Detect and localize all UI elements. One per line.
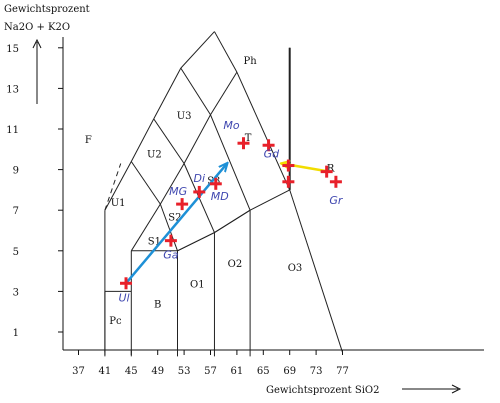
field-boundary bbox=[159, 163, 185, 205]
y-tick-label: 11 bbox=[6, 125, 19, 136]
sample-point bbox=[164, 234, 177, 247]
y-axis-title-line2: Na2O + K2O bbox=[4, 22, 70, 33]
sample-label: Ul bbox=[118, 291, 129, 304]
field-label: B bbox=[154, 300, 161, 311]
x-tick-label: 49 bbox=[151, 366, 164, 377]
x-tick-label: 61 bbox=[231, 366, 244, 377]
sample-label: Mo bbox=[223, 119, 239, 132]
field-boundary bbox=[159, 203, 178, 251]
trend-arrow bbox=[125, 164, 227, 285]
y-title-arrowhead bbox=[32, 38, 42, 49]
field-boundary bbox=[104, 161, 132, 211]
sample-point bbox=[329, 175, 342, 188]
y-tick-label: 9 bbox=[13, 166, 19, 177]
x-tick-label: 73 bbox=[310, 366, 323, 377]
sample-point bbox=[193, 185, 206, 198]
classification-fields bbox=[104, 31, 343, 357]
x-tick-label: 53 bbox=[178, 366, 191, 377]
field-boundary bbox=[177, 232, 215, 252]
field-boundary bbox=[130, 118, 155, 162]
field-label: S1 bbox=[148, 237, 161, 248]
field-boundary bbox=[180, 67, 211, 116]
field-label: U3 bbox=[177, 111, 192, 122]
field-boundary bbox=[214, 31, 238, 73]
x-tick-label: 65 bbox=[257, 366, 270, 377]
sample-label: MD bbox=[211, 190, 229, 203]
field-label: S3 bbox=[207, 176, 220, 187]
sample-point bbox=[320, 165, 333, 178]
sample-point bbox=[209, 177, 222, 190]
field-boundary bbox=[130, 203, 161, 252]
field-label: O1 bbox=[190, 279, 205, 290]
field-boundary bbox=[153, 118, 185, 164]
sample-label: Ga bbox=[163, 249, 179, 262]
field-label: O2 bbox=[228, 259, 243, 270]
x-axis-title: Gewichtsprozent SiO2 bbox=[266, 385, 380, 396]
x-tick-label: 69 bbox=[283, 366, 296, 377]
sample-point bbox=[262, 139, 275, 152]
field-label: T bbox=[245, 133, 252, 144]
x-title-arrowhead bbox=[451, 384, 462, 394]
field-boundary bbox=[214, 209, 251, 233]
field-boundary bbox=[153, 67, 182, 120]
y-tick-label: 15 bbox=[6, 44, 19, 55]
field-label: R bbox=[327, 164, 335, 175]
field-boundary bbox=[249, 189, 290, 211]
y-tick-label: 3 bbox=[13, 287, 19, 298]
field-boundary bbox=[210, 114, 251, 211]
x-tick-label: 77 bbox=[336, 366, 349, 377]
field-boundary bbox=[183, 114, 211, 164]
y-axis-title-line1: Gewichtsprozent bbox=[4, 4, 90, 15]
field-label: S2 bbox=[168, 212, 181, 223]
sample-point bbox=[282, 159, 295, 172]
field-boundary bbox=[236, 71, 291, 191]
field-boundary bbox=[289, 189, 343, 353]
field-label: O3 bbox=[288, 263, 303, 274]
sample-point bbox=[237, 137, 250, 150]
sample-label: Gr bbox=[329, 194, 344, 207]
x-tick-label: 45 bbox=[125, 366, 138, 377]
sample-point bbox=[120, 277, 133, 290]
y-tick-label: 1 bbox=[13, 328, 19, 339]
field-label: Pc bbox=[109, 316, 122, 327]
field-label: F bbox=[85, 135, 92, 146]
sample-label: Di bbox=[194, 172, 206, 185]
field-boundary bbox=[210, 71, 238, 116]
sample-point bbox=[176, 198, 189, 211]
sample-label: Gd bbox=[264, 148, 281, 161]
y-tick-label: 13 bbox=[6, 84, 19, 95]
x-tick-label: 57 bbox=[204, 366, 217, 377]
field-boundary bbox=[180, 31, 215, 69]
x-tick-label: 37 bbox=[72, 366, 85, 377]
field-label: U2 bbox=[147, 149, 162, 160]
y-tick-label: 7 bbox=[13, 206, 19, 217]
field-label: U1 bbox=[111, 198, 126, 209]
sample-label: MG bbox=[169, 185, 187, 198]
sample-point bbox=[282, 175, 295, 188]
y-tick-label: 5 bbox=[13, 247, 19, 258]
field-label: Ph bbox=[244, 56, 258, 67]
x-tick-label: 41 bbox=[99, 366, 112, 377]
field-boundary bbox=[130, 161, 161, 205]
